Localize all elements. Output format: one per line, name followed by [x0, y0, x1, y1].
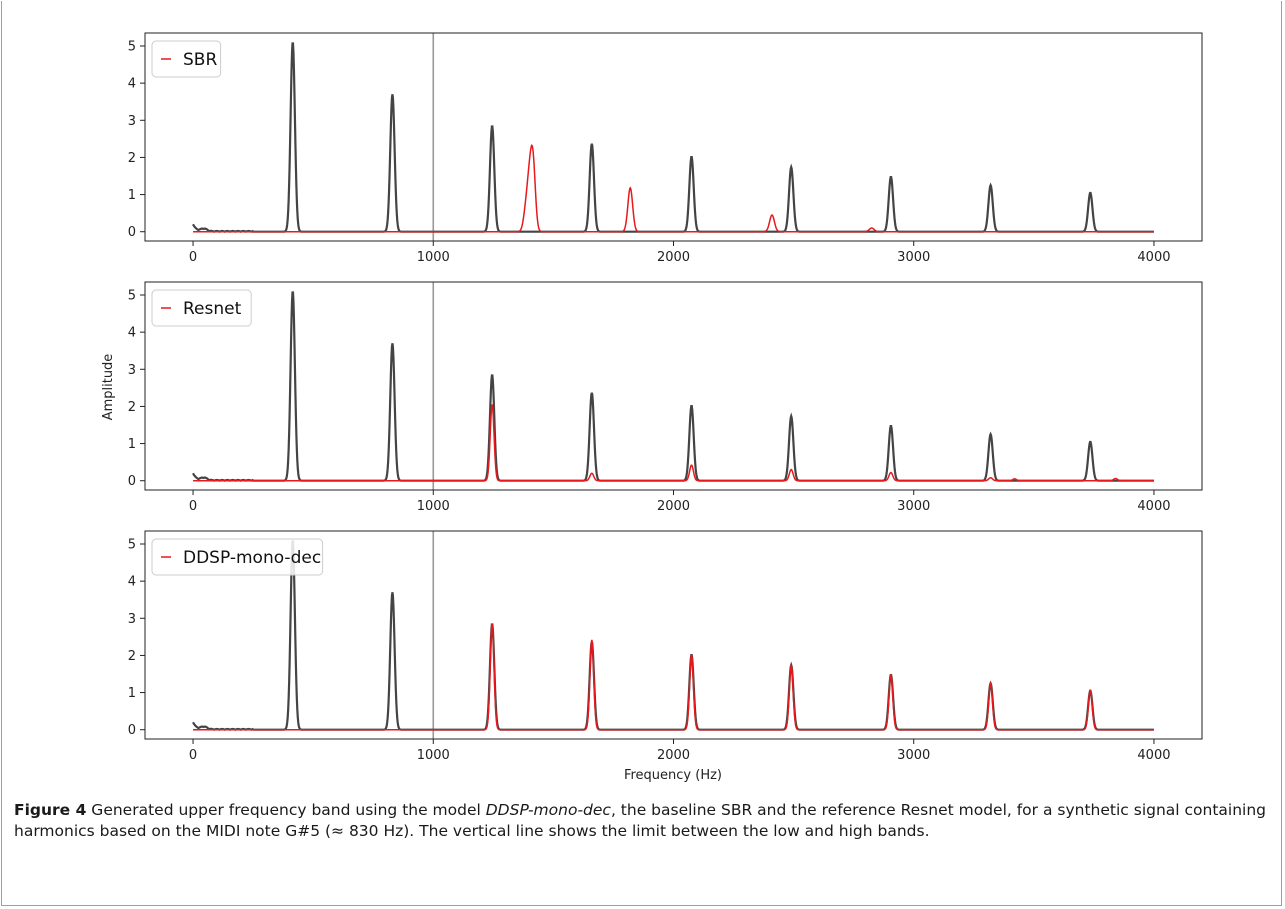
reference-series-line [192, 42, 1154, 233]
x-tick-label: 1000 [417, 499, 450, 514]
panel-1: 0 1000 2000 3000 4000 0 1 2 3 4 5 SBR [128, 32, 1203, 265]
legend: Resnet [151, 289, 252, 327]
legend-label: SBR [183, 50, 217, 70]
caption-model-name: DDSP-mono-dec [485, 801, 611, 819]
legend-box [151, 538, 324, 576]
x-tick-label: 2000 [657, 748, 690, 763]
panel-2: 0 1000 2000 3000 4000 0 1 2 3 4 5 Resnet [128, 281, 1203, 514]
y-tick-label: 4 [128, 575, 136, 590]
y-axis-title: Amplitude [101, 354, 116, 421]
y-tick-label: 4 [128, 326, 136, 341]
x-tick-label: 4000 [1137, 250, 1170, 265]
x-axis-title: Frequency (Hz) [624, 768, 722, 783]
axes-frame [144, 32, 1203, 242]
x-tick-label: 3000 [897, 250, 930, 265]
legend-label: DDSP-mono-dec [183, 548, 321, 568]
y-tick-label: 5 [128, 40, 136, 55]
panel-3: 0 1000 2000 3000 4000 0 1 2 3 4 5 DDSP-mono-dec [128, 530, 1203, 763]
x-tick-label: 3000 [897, 499, 930, 514]
x-tick-label: 0 [189, 250, 197, 265]
y-tick-label: 5 [128, 538, 136, 553]
y-tick-label: 5 [128, 289, 136, 304]
legend-label: Resnet [183, 299, 242, 319]
legend: SBR [151, 40, 222, 78]
legend: DDSP-mono-dec [151, 538, 324, 576]
y-tick-label: 0 [128, 474, 136, 489]
legend-box [151, 40, 222, 78]
figure-caption: Figure 4 Generated upper frequency band … [14, 800, 1269, 842]
y-tick-label: 1 [128, 437, 136, 452]
x-tick-label: 2000 [657, 499, 690, 514]
y-tick-label: 0 [128, 723, 136, 738]
x-tick-label: 1000 [417, 748, 450, 763]
x-tick-label: 4000 [1137, 499, 1170, 514]
caption-label: Figure 4 [14, 801, 87, 819]
reference-series-line [192, 291, 1154, 482]
x-tick-label: 3000 [897, 748, 930, 763]
y-tick-label: 3 [128, 612, 136, 627]
axes-frame [144, 281, 1203, 491]
y-tick-label: 2 [128, 649, 136, 664]
generated-series-line [193, 404, 1154, 482]
generated-series-line [193, 623, 1154, 731]
y-tick-label: 1 [128, 188, 136, 203]
x-tick-label: 0 [189, 499, 197, 514]
x-tick-label: 1000 [417, 250, 450, 265]
x-tick-label: 0 [189, 748, 197, 763]
y-tick-label: 0 [128, 225, 136, 240]
caption-text-1: Generated upper frequency band using the… [86, 801, 486, 819]
y-tick-label: 4 [128, 77, 136, 92]
legend-box [151, 289, 252, 327]
y-tick-label: 1 [128, 686, 136, 701]
x-tick-label: 2000 [657, 250, 690, 265]
x-tick-label: 4000 [1137, 748, 1170, 763]
y-tick-label: 3 [128, 114, 136, 129]
y-tick-label: 3 [128, 363, 136, 378]
reference-series-line [192, 540, 1154, 731]
y-tick-label: 2 [128, 400, 136, 415]
caption-text-2: , the baseline SBR and the reference Res… [14, 801, 1267, 840]
y-tick-label: 2 [128, 151, 136, 166]
generated-series-line [193, 144, 1154, 233]
